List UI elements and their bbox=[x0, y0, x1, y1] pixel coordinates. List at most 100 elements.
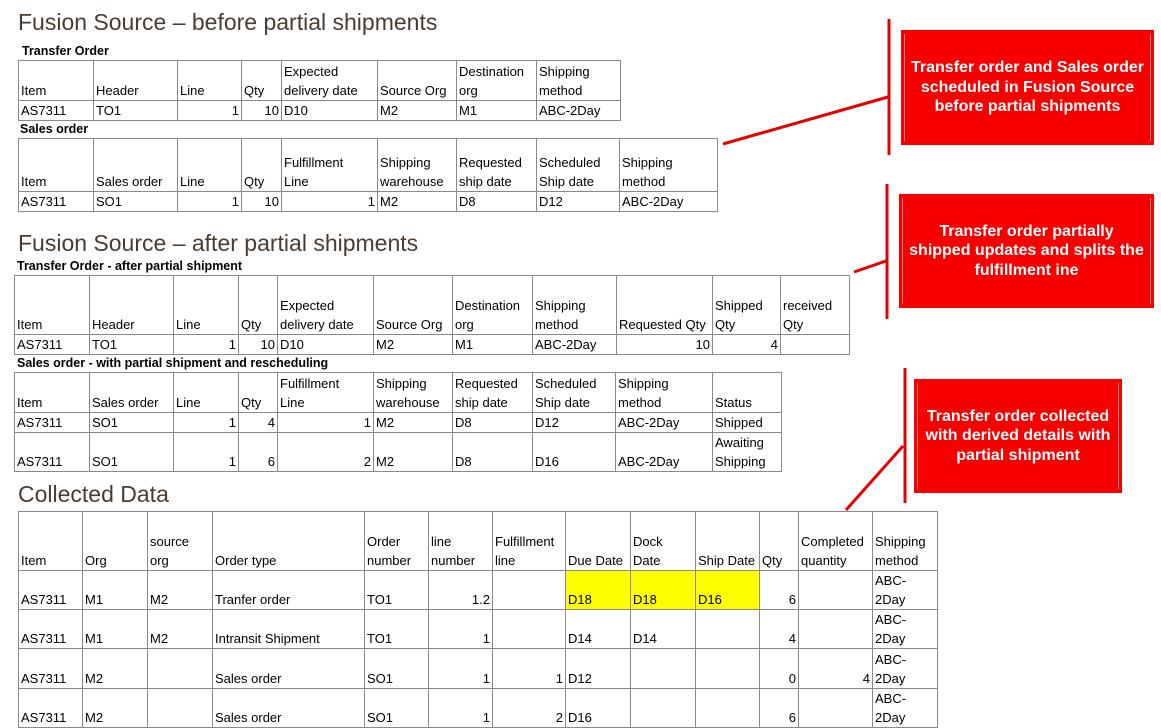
table-cell: D10 bbox=[281, 100, 378, 121]
column-header: Shipping method bbox=[536, 60, 621, 101]
table-cell: D10 bbox=[277, 334, 374, 355]
table-cell: ABC-2Day bbox=[615, 432, 713, 472]
table-cell: 10 bbox=[241, 191, 282, 212]
table-cell: D8 bbox=[452, 432, 533, 472]
table-cell: TO1 bbox=[93, 100, 178, 121]
column-header: Item bbox=[18, 511, 83, 571]
table-header-row: Item Sales order Line Qty Fulfillment Line Sh… bbox=[14, 372, 782, 413]
table-cell: 2 bbox=[277, 432, 374, 472]
callout-after: Transfer order partially shipped updates… bbox=[899, 194, 1154, 308]
table-cell: AS7311 bbox=[18, 688, 83, 728]
table-cell: 1 bbox=[281, 191, 378, 212]
sales-order-label: Sales order bbox=[20, 122, 89, 136]
table-cell: D8 bbox=[456, 191, 537, 212]
table-cell: AS7311 bbox=[18, 570, 83, 610]
column-header: Destination org bbox=[456, 60, 537, 101]
table-row: AS7311 SO1 1 6 2 M2 D8 D16 ABC-2Day Awaiting Ship… bbox=[14, 432, 782, 472]
table-row: AS7311 M1 M2 Intransit Shipment TO1 1 D14 D14 4 A… bbox=[18, 609, 938, 649]
table-cell: 6 bbox=[759, 688, 799, 728]
table-cell: 1 bbox=[428, 609, 493, 649]
table-cell: ABC-2Day bbox=[536, 100, 621, 121]
column-header: Item bbox=[14, 372, 90, 413]
transfer-order-after-label: Transfer Order - after partial shipment bbox=[17, 259, 243, 273]
column-header: Sales order bbox=[89, 372, 174, 413]
transfer-order-table: Item Header Line Qty Expected delivery date S… bbox=[18, 60, 621, 121]
table-cell: ABC-2Day bbox=[532, 334, 617, 355]
table-header-row: Item Sales order Line Qty Fulfillment Line Sh… bbox=[18, 138, 718, 192]
table-cell: SO1 bbox=[93, 191, 178, 212]
table-cell: TO1 bbox=[364, 609, 429, 649]
table-cell: SO1 bbox=[89, 412, 174, 433]
table-cell bbox=[798, 688, 873, 728]
table-cell: ABC-2Day bbox=[872, 609, 938, 649]
table-cell: AS7311 bbox=[18, 609, 83, 649]
table-cell: 4 bbox=[759, 609, 799, 649]
table-cell: D16 bbox=[532, 432, 616, 472]
table-row: AS7311 TO1 1 10 D10 M2 M1 ABC-2Day 10 4 bbox=[14, 334, 850, 355]
column-header: Fulfillment Line bbox=[277, 372, 374, 413]
table-cell: M2 bbox=[377, 100, 457, 121]
callout-connectors bbox=[722, 19, 907, 511]
connector-line bbox=[844, 445, 905, 511]
table-cell: Intransit Shipment bbox=[212, 609, 365, 649]
table-cell: TO1 bbox=[89, 334, 174, 355]
table-cell: D12 bbox=[536, 191, 620, 212]
column-header: line number bbox=[428, 511, 493, 571]
table-cell: AS7311 bbox=[14, 334, 90, 355]
column-header: Qty bbox=[238, 275, 278, 335]
table-cell: Sales order bbox=[212, 688, 365, 728]
table-cell: Tranfer order bbox=[212, 570, 365, 610]
table-cell bbox=[630, 688, 696, 728]
table-cell: TO1 bbox=[364, 570, 429, 610]
table-cell: SO1 bbox=[89, 432, 174, 472]
table-cell bbox=[492, 570, 566, 610]
table-cell: M2 bbox=[147, 570, 213, 610]
table-cell: D14 bbox=[630, 609, 696, 649]
transfer-order-label: Transfer Order bbox=[22, 44, 109, 58]
table-cell: M2 bbox=[373, 432, 453, 472]
column-header: Line bbox=[173, 372, 239, 413]
table-cell: 1 bbox=[173, 432, 239, 472]
column-header: Status bbox=[712, 372, 782, 413]
column-header: Requested Qty bbox=[616, 275, 713, 335]
table-cell bbox=[780, 334, 850, 355]
column-header: Fulfillment line bbox=[492, 511, 566, 571]
column-header: Sales order bbox=[93, 138, 178, 192]
table-cell: M1 bbox=[456, 100, 537, 121]
table-header-row: Item Header Line Qty Expected delivery date S… bbox=[18, 60, 621, 101]
table-row: AS7311 TO1 1 10 D10 M2 M1 ABC-2Day bbox=[18, 100, 621, 121]
transfer-order-after-table: Item Header Line Qty Expected delivery date S… bbox=[14, 275, 850, 355]
column-header: Org bbox=[82, 511, 148, 571]
table-cell bbox=[695, 609, 760, 649]
table-cell: D16 bbox=[695, 570, 760, 610]
column-header: Requested ship date bbox=[456, 138, 537, 192]
column-header: received Qty bbox=[780, 275, 850, 335]
column-header: Expected delivery date bbox=[281, 60, 378, 101]
table-header-row: Item Header Line Qty Expected delivery date S… bbox=[14, 275, 850, 335]
table-cell: 1 bbox=[173, 334, 239, 355]
table-row: AS7311 M2 Sales order SO1 1 2 D16 6 ABC-2Day bbox=[18, 688, 938, 728]
column-header: Expected delivery date bbox=[277, 275, 374, 335]
sales-order-after-table: Item Sales order Line Qty Fulfillment Line Sh… bbox=[14, 372, 782, 472]
column-header: source org bbox=[147, 511, 213, 571]
table-cell: D18 bbox=[630, 570, 696, 610]
table-cell: AS7311 bbox=[18, 191, 94, 212]
table-cell: ABC-2Day bbox=[615, 412, 713, 433]
column-header: Shipping method bbox=[615, 372, 713, 413]
column-header: Dock Date bbox=[630, 511, 696, 571]
column-header: Header bbox=[89, 275, 174, 335]
column-header: Order number bbox=[364, 511, 429, 571]
table-cell bbox=[695, 688, 760, 728]
section-title-before: Fusion Source – before partial shipments bbox=[18, 9, 438, 35]
table-cell: ABC-2Day bbox=[872, 688, 938, 728]
column-header: Fulfillment Line bbox=[281, 138, 378, 192]
table-cell: SO1 bbox=[364, 688, 429, 728]
sales-order-table: Item Sales order Line Qty Fulfillment Line Sh… bbox=[18, 138, 718, 212]
table-cell: 1 bbox=[428, 688, 493, 728]
section-title-collected: Collected Data bbox=[18, 481, 169, 507]
table-cell: D16 bbox=[565, 688, 631, 728]
column-header: Qty bbox=[241, 138, 282, 192]
table-cell: M1 bbox=[82, 609, 148, 649]
table-cell: 10 bbox=[238, 334, 278, 355]
column-header: Requested ship date bbox=[452, 372, 533, 413]
